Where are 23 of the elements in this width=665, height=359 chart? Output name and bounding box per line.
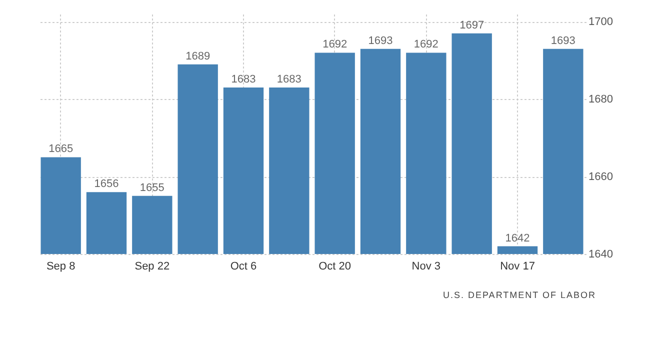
data-label: 1692 [414,38,438,51]
data-label: 1693 [368,34,393,47]
data-label: 1683 [231,74,256,86]
data-label: 1689 [186,50,210,62]
text: U.S. DEPARTMENT OF LABOR [442,290,596,300]
y-tick-label: 1680 [588,94,613,106]
y-tick-label: 1700 [588,16,613,28]
x-tick-label: Sep 22 [134,260,170,272]
data-label: 1693 [550,34,576,47]
data-label: 1655 [140,182,164,194]
x-tick-label: Nov 17 [500,260,535,272]
y-tick-label: 1660 [588,171,613,184]
x-tick-label: Oct 6 [230,260,257,272]
x-tick-label: Nov 3 [412,260,441,272]
data-label: 1683 [276,74,302,86]
data-label: 1697 [460,19,484,32]
data-label: 1642 [505,232,530,244]
data-label: 1665 [48,143,74,156]
y-tick-label: 1640 [588,248,613,260]
x-tick-label: Sep 8 [46,260,76,272]
data-label: 1692 [322,38,348,51]
data-label: 1656 [94,178,119,190]
x-tick-label: Oct 20 [318,260,352,272]
